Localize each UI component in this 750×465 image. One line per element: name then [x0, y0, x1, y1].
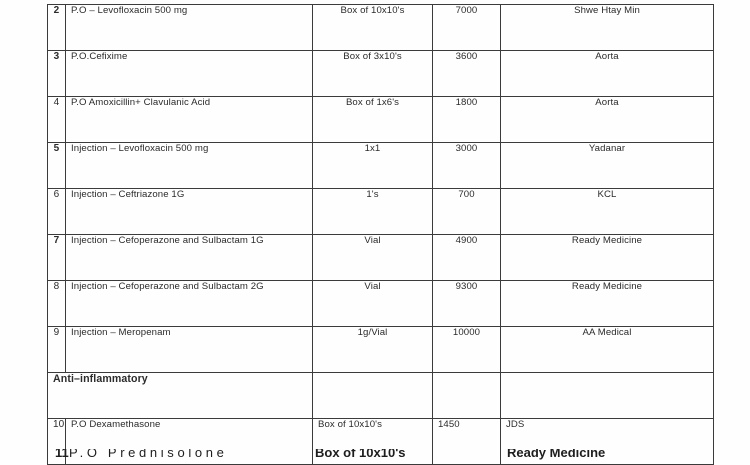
row-number: 5 [47, 142, 66, 189]
row-number: 4 [47, 96, 66, 143]
clipped-pack-size: Box of 10x10's [315, 449, 406, 460]
item-description: P.O – Levofloxacin 500 mg [65, 4, 313, 51]
table-row: 6 Injection – Ceftriazone 1G 1's 700 KCL [47, 188, 714, 235]
supplier: KCL [500, 188, 714, 235]
pack-size: 1x1 [312, 142, 433, 189]
clipped-supplier: Ready Medicine [507, 449, 606, 460]
supplier: Shwe Htay Min [500, 4, 714, 51]
price: 700 [432, 188, 501, 235]
clipped-item-description: P.O Prednisolone [69, 449, 228, 460]
item-description: Injection – Levofloxacin 500 mg [65, 142, 313, 189]
row-number: 7 [47, 234, 66, 281]
clipped-bottom-row: 11 P.O Prednisolone Box of 10x10's Ready… [47, 449, 713, 460]
item-description: Injection – Meropenam [65, 326, 313, 373]
section-header-label: Anti–inflammatory [47, 372, 313, 419]
pack-size: Box of 10x10's [312, 418, 433, 465]
row-number: 2 [47, 4, 66, 51]
item-description: P.O.Cefixime [65, 50, 313, 97]
item-description: Injection – Cefoperazone and Sulbactam 2… [65, 280, 313, 327]
pack-size: Box of 10x10's [312, 4, 433, 51]
section-header-pack [312, 372, 433, 419]
table-row: 7 Injection – Cefoperazone and Sulbactam… [47, 234, 714, 281]
table-row: 3 P.O.Cefixime Box of 3x10's 3600 Aorta [47, 50, 714, 97]
price: 10000 [432, 326, 501, 373]
supplier: Aorta [500, 96, 714, 143]
section-header-supplier [500, 372, 714, 419]
table-row: 8 Injection – Cefoperazone and Sulbactam… [47, 280, 714, 327]
price: 9300 [432, 280, 501, 327]
pack-size: Box of 1x6's [312, 96, 433, 143]
pack-size: Box of 3x10's [312, 50, 433, 97]
table-row: 4 P.O Amoxicillin+ Clavulanic Acid Box o… [47, 96, 714, 143]
clipped-row-number: 11 [55, 449, 69, 460]
row-number: 6 [47, 188, 66, 235]
price: 1800 [432, 96, 501, 143]
pack-size: 1g/Vial [312, 326, 433, 373]
section-header-row: Anti–inflammatory [47, 372, 714, 419]
table-row: 2 P.O – Levofloxacin 500 mg Box of 10x10… [47, 4, 714, 51]
supplier: Ready Medicine [500, 280, 714, 327]
supplier: Ready Medicine [500, 234, 714, 281]
price: 3000 [432, 142, 501, 189]
pack-size: 1's [312, 188, 433, 235]
price: 3600 [432, 50, 501, 97]
supplier: Yadanar [500, 142, 714, 189]
item-description: P.O Amoxicillin+ Clavulanic Acid [65, 96, 313, 143]
price: 4900 [432, 234, 501, 281]
row-number: 8 [47, 280, 66, 327]
table-body: 2 P.O – Levofloxacin 500 mg Box of 10x10… [47, 4, 714, 465]
item-description: P.O Dexamethasone [65, 418, 313, 465]
row-number: 9 [47, 326, 66, 373]
table-row: 9 Injection – Meropenam 1g/Vial 10000 AA… [47, 326, 714, 373]
row-number: 3 [47, 50, 66, 97]
price-list-table: 2 P.O – Levofloxacin 500 mg Box of 10x10… [47, 4, 714, 465]
price: 7000 [432, 4, 501, 51]
table-row: 10 P.O Dexamethasone Box of 10x10's 1450… [47, 418, 714, 465]
section-header-price [432, 372, 501, 419]
pack-size: Vial [312, 280, 433, 327]
pack-size: Vial [312, 234, 433, 281]
supplier: Aorta [500, 50, 714, 97]
table-row: 5 Injection – Levofloxacin 500 mg 1x1 30… [47, 142, 714, 189]
item-description: Injection – Cefoperazone and Sulbactam 1… [65, 234, 313, 281]
item-description: Injection – Ceftriazone 1G [65, 188, 313, 235]
supplier: AA Medical [500, 326, 714, 373]
